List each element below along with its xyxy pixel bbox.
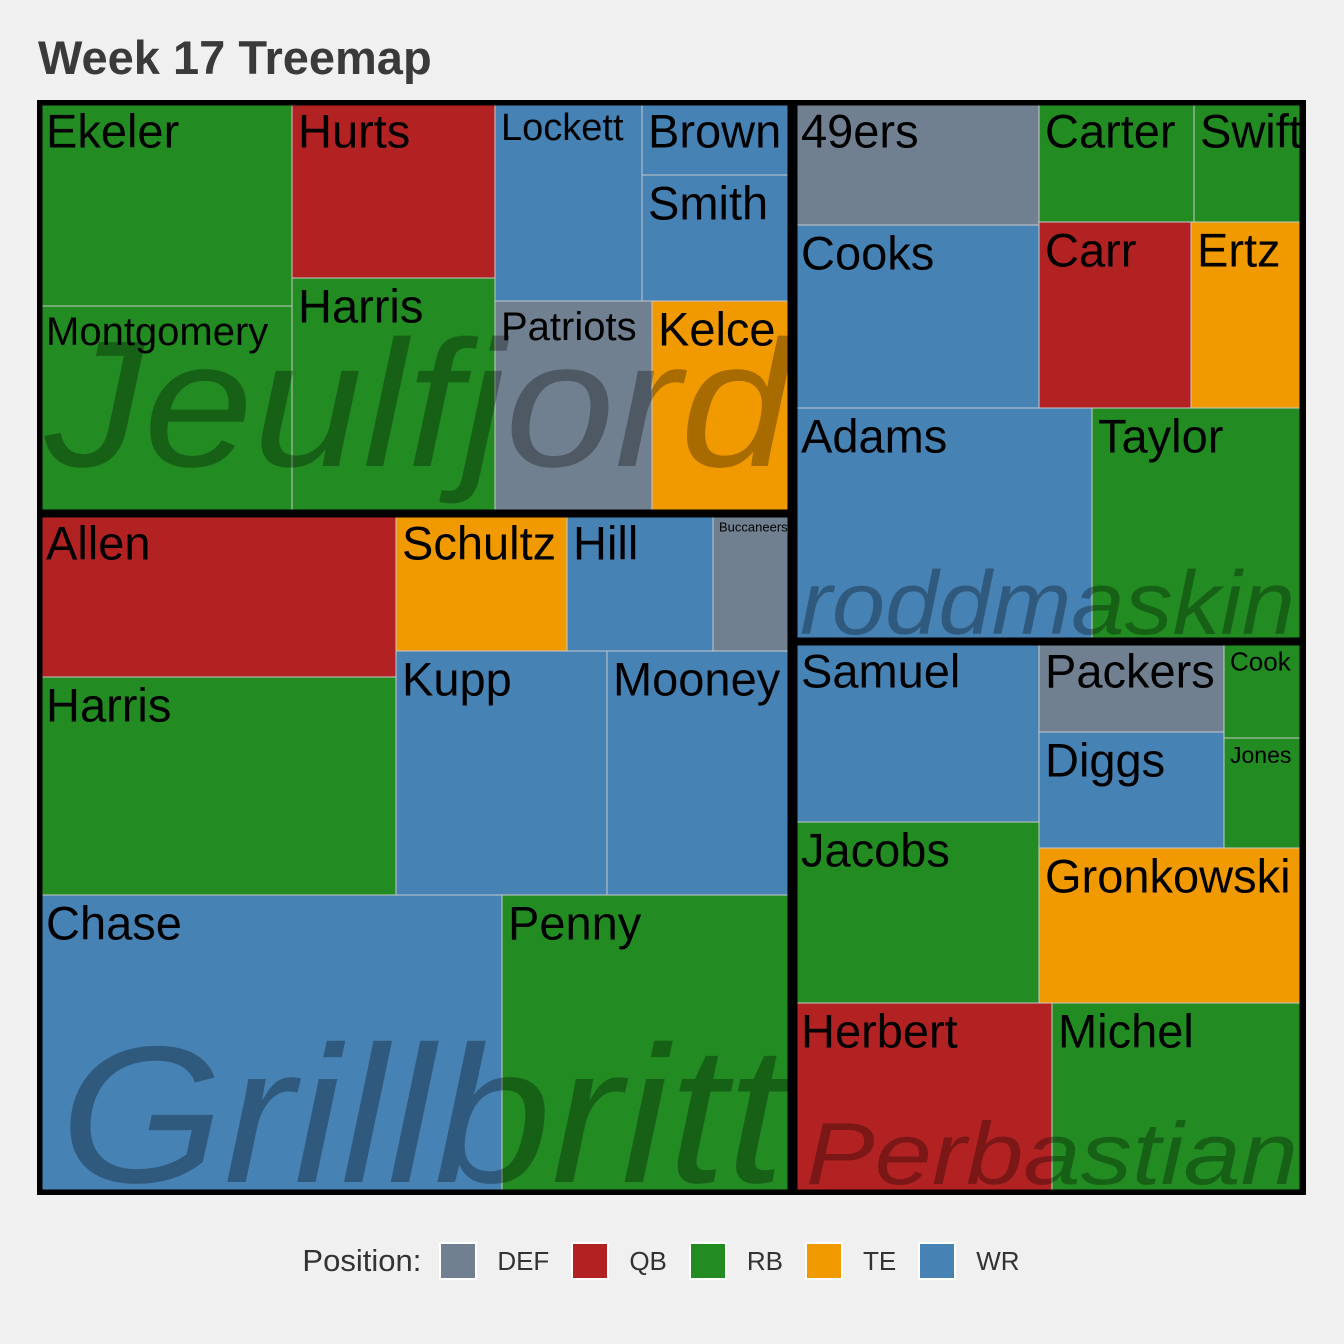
group-label-roddmaskin: roddmaskin bbox=[800, 554, 1295, 654]
tile-ertz bbox=[1190, 221, 1303, 409]
tile-label-packers: Packers bbox=[1045, 645, 1215, 698]
legend-swatch-te bbox=[805, 1242, 844, 1280]
legend-swatch-rb bbox=[688, 1242, 727, 1280]
tile-label-cooks: Cooks bbox=[801, 227, 934, 280]
tile-label-schultz: Schultz bbox=[402, 517, 556, 570]
tile-label-allen: Allen bbox=[46, 517, 151, 570]
legend-item-wr: WR bbox=[918, 1242, 1023, 1280]
tile-label-kelce: Kelce bbox=[658, 303, 776, 356]
tile-carter bbox=[1038, 102, 1195, 223]
tile-label-samuel: Samuel bbox=[801, 645, 960, 698]
legend-label-rb: RB bbox=[746, 1245, 784, 1276]
treemap-frame bbox=[37, 100, 1306, 1195]
tile-adams bbox=[794, 407, 1093, 641]
tile-label-hurts: Hurts bbox=[298, 105, 410, 158]
legend-item-te: TE bbox=[805, 1242, 900, 1280]
tile-label-jones: Jones bbox=[1230, 742, 1291, 768]
tile-label-ertz: Ertz bbox=[1197, 224, 1281, 277]
group-jeulfjord: Ekeler Montgomery Hurts Harris Lockett Brown S… bbox=[39, 102, 791, 513]
tile-schultz bbox=[395, 514, 568, 652]
tile-label-jacobs: Jacobs bbox=[801, 824, 950, 877]
tile-packers bbox=[1038, 642, 1225, 733]
tile-label-montgomery: Montgomery bbox=[46, 310, 268, 354]
tile-harris bbox=[291, 277, 496, 513]
tile-label-smith: Smith bbox=[648, 177, 768, 230]
tile-kelce bbox=[651, 300, 791, 513]
legend-item-def: DEF bbox=[439, 1242, 553, 1280]
group-roddmaskin: 49ers Cooks Carter Swift Carr Ertz Adams Taylor bbox=[794, 102, 1303, 641]
tile-kupp bbox=[395, 650, 608, 896]
tile-label-gronkowski: Gronkowski bbox=[1045, 850, 1291, 903]
tile-allen bbox=[39, 514, 397, 678]
tile-swift bbox=[1193, 102, 1303, 223]
tile-label-herbert: Herbert bbox=[801, 1005, 958, 1058]
tile-label-cook: Cook bbox=[1230, 646, 1292, 676]
tile-label-taylor: Taylor bbox=[1098, 410, 1223, 463]
legend: Position: DEF QB RB TE WR bbox=[0, 1242, 1344, 1280]
tile-cooks bbox=[794, 224, 1040, 409]
tile-buccaneers bbox=[712, 514, 791, 652]
tile-label-kupp: Kupp bbox=[402, 653, 512, 706]
tile-label-penny: Penny bbox=[508, 897, 642, 950]
tile-diggs bbox=[1038, 731, 1225, 849]
tile-label-49ers: 49ers bbox=[801, 105, 919, 158]
tile-mooney bbox=[606, 650, 791, 896]
legend-item-qb: QB bbox=[571, 1242, 671, 1280]
legend-label-te: TE bbox=[863, 1245, 897, 1276]
tile-michel bbox=[1051, 1002, 1303, 1193]
tile-ekeler bbox=[39, 102, 293, 307]
tile-label-harris: Harris bbox=[298, 280, 423, 333]
legend-swatch-def bbox=[439, 1242, 478, 1280]
tile-lockett bbox=[494, 102, 643, 302]
legend-swatch-wr bbox=[918, 1242, 957, 1280]
tile-carr bbox=[1038, 221, 1192, 409]
tile-penny bbox=[501, 894, 791, 1193]
treemap: Ekeler Montgomery Hurts Harris Lockett Brown S… bbox=[37, 100, 1306, 1224]
tile-jacobs bbox=[794, 821, 1040, 1004]
legend-label-qb: QB bbox=[629, 1245, 667, 1276]
group-label-jeulfjord: Jeulfjord bbox=[44, 304, 795, 505]
tile-brown bbox=[641, 102, 791, 176]
tile-label-ekeler: Ekeler bbox=[46, 105, 179, 158]
tile-label-hill: Hill bbox=[573, 517, 638, 570]
tile-label-michel: Michel bbox=[1058, 1005, 1194, 1058]
legend-swatch-qb bbox=[571, 1242, 610, 1280]
tile-label-patriots: Patriots bbox=[501, 305, 637, 349]
tile-taylor bbox=[1091, 407, 1303, 641]
legend-label-wr: WR bbox=[976, 1245, 1020, 1276]
tile-label-lockett: Lockett bbox=[501, 107, 624, 149]
legend-label-def: DEF bbox=[497, 1245, 550, 1276]
tile-label-carr: Carr bbox=[1045, 224, 1136, 277]
group-perbastian: Samuel Packers Cook Diggs Jones Jacobs Gronkow… bbox=[794, 642, 1303, 1193]
tile-cook bbox=[1223, 642, 1303, 739]
tile-label-mooney: Mooney bbox=[613, 653, 781, 706]
tile-label-buccaneers: Buccaneers bbox=[719, 520, 788, 535]
tile-harris bbox=[39, 676, 397, 896]
tile-label-chase: Chase bbox=[46, 897, 182, 950]
tile-patriots bbox=[494, 300, 653, 513]
tile-label-brown: Brown bbox=[648, 105, 781, 158]
group-label-grillbritt: Grillbritt bbox=[60, 1006, 792, 1224]
chart-title: Week 17 Treemap bbox=[38, 31, 432, 84]
tile-label-carter: Carter bbox=[1045, 105, 1176, 158]
tile-gronkowski bbox=[1038, 847, 1303, 1004]
legend-item-rb: RB bbox=[688, 1242, 787, 1280]
group-label-perbastian: Perbastian bbox=[806, 1104, 1298, 1203]
tile-label-adams: Adams bbox=[801, 410, 947, 463]
tile-label-swift: Swift bbox=[1200, 105, 1302, 158]
legend-title: Position: bbox=[302, 1243, 422, 1278]
tile-label-harris: Harris bbox=[46, 679, 171, 732]
tile-label-diggs: Diggs bbox=[1045, 734, 1165, 787]
